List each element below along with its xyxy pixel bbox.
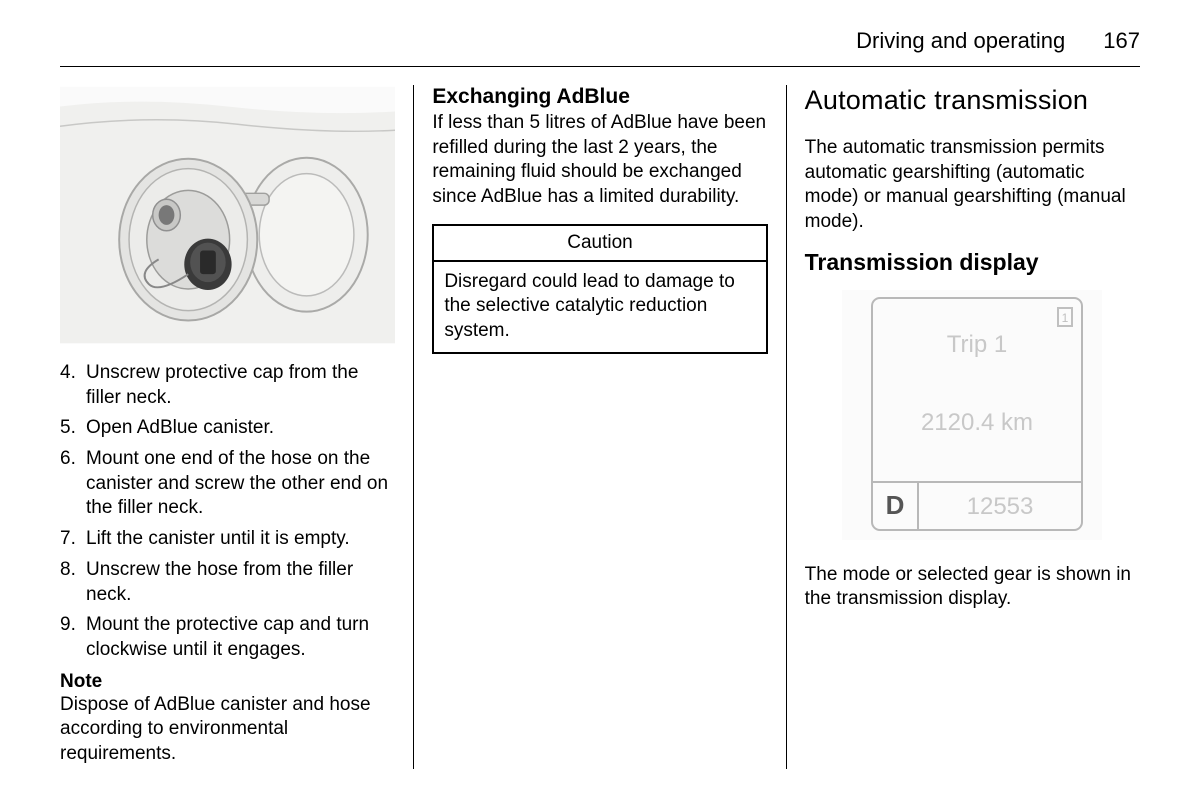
caution-body: Disregard could lead to damage to the se… <box>434 262 765 352</box>
transmission-display-illustration: 1 Trip 1 2120.4 km D 12553 <box>842 290 1102 545</box>
chapter-heading: Automatic transmission <box>805 85 1140 116</box>
step-item: Lift the canister until it is empty. <box>60 527 395 552</box>
subheading: Transmission display <box>805 249 1140 276</box>
caution-box: Caution Disregard could lead to damage t… <box>432 224 767 354</box>
fuel-filler-illustration <box>60 85 395 345</box>
section-title: Driving and operating <box>856 28 1065 54</box>
odometer-value: 12553 <box>967 493 1034 520</box>
step-item: Mount the protective cap and turn clockw… <box>60 613 395 662</box>
content-columns: Unscrew protective cap from the filler n… <box>60 85 1140 769</box>
chapter-intro: The automatic transmission permits autom… <box>805 136 1140 235</box>
display-description: The mode or selected gear is shown in th… <box>805 563 1140 612</box>
trip-label: Trip 1 <box>947 331 1007 358</box>
step-item: Unscrew the hose from the filler neck. <box>60 558 395 607</box>
manual-page: Driving and operating 167 <box>0 0 1200 802</box>
instruction-steps: Unscrew protective cap from the filler n… <box>60 361 395 663</box>
note-body: Dispose of AdBlue canister and hose acco… <box>60 693 395 767</box>
subsection-heading: Exchanging AdBlue <box>432 85 767 109</box>
step-item: Unscrew protective cap from the filler n… <box>60 361 395 410</box>
step-item: Mount one end of the hose on the caniste… <box>60 447 395 521</box>
column-middle: Exchanging AdBlue If less than 5 litres … <box>413 85 785 769</box>
trip-distance: 2120.4 km <box>921 409 1033 436</box>
subsection-body: If less than 5 litres of AdBlue have bee… <box>432 111 767 210</box>
column-right: Automatic transmission The automatic tra… <box>786 85 1140 769</box>
note-heading: Note <box>60 671 395 693</box>
gear-indicator: D <box>886 490 905 520</box>
display-icon-label: 1 <box>1062 311 1069 325</box>
step-item: Open AdBlue canister. <box>60 416 395 441</box>
column-left: Unscrew protective cap from the filler n… <box>60 85 413 769</box>
page-header: Driving and operating 167 <box>60 28 1140 67</box>
caution-title: Caution <box>434 226 765 262</box>
page-number: 167 <box>1103 28 1140 54</box>
